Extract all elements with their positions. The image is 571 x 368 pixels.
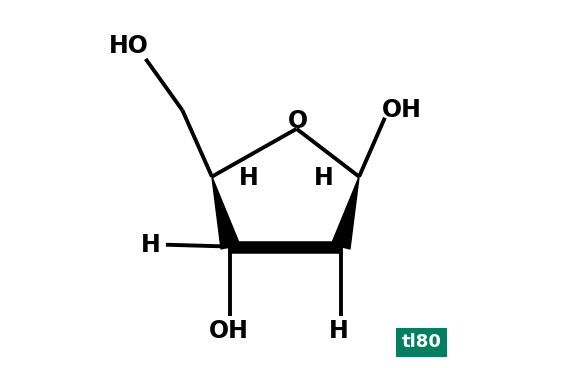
Text: H: H bbox=[141, 233, 161, 257]
Text: H: H bbox=[239, 166, 259, 191]
Polygon shape bbox=[212, 177, 240, 249]
Text: HO: HO bbox=[109, 34, 149, 58]
Text: OH: OH bbox=[381, 98, 421, 123]
Polygon shape bbox=[331, 177, 359, 249]
Text: O: O bbox=[288, 109, 308, 133]
Text: OH: OH bbox=[208, 319, 248, 343]
Text: H: H bbox=[314, 166, 334, 191]
Text: H: H bbox=[329, 319, 349, 343]
Text: tl80: tl80 bbox=[402, 333, 441, 351]
